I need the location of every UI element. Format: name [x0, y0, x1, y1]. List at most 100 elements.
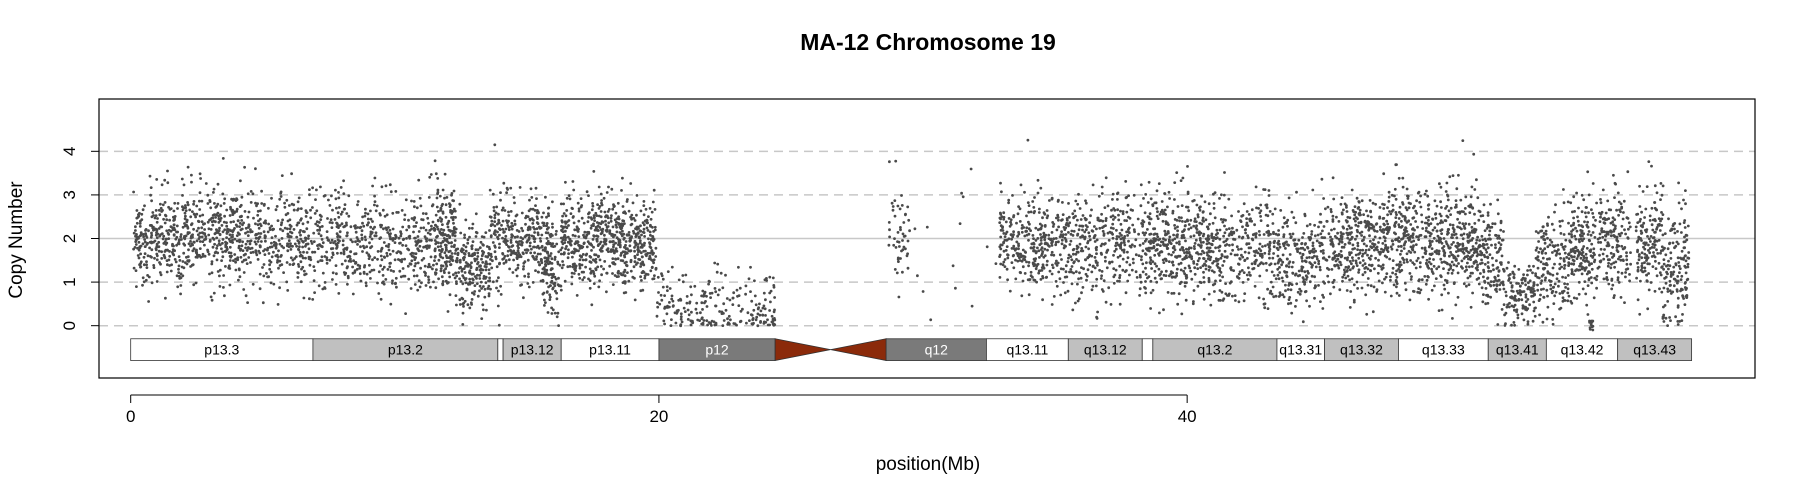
data-point: [479, 267, 483, 271]
data-point: [394, 281, 397, 285]
data-point: [489, 252, 493, 256]
data-point: [763, 307, 767, 311]
data-point: [1084, 228, 1088, 232]
data-point: [1067, 253, 1071, 257]
data-point: [551, 200, 554, 204]
data-point: [426, 231, 430, 235]
data-point: [1272, 241, 1276, 245]
data-point: [1117, 213, 1120, 217]
data-point: [1361, 264, 1365, 267]
data-point: [592, 282, 596, 285]
data-point: [450, 193, 453, 197]
data-point: [1168, 235, 1172, 239]
data-point: [244, 294, 248, 298]
data-point: [559, 236, 563, 240]
data-point: [1207, 280, 1211, 284]
data-point: [134, 225, 137, 229]
data-point: [1160, 208, 1164, 212]
data-point: [497, 221, 501, 225]
data-point: [269, 260, 273, 264]
data-point: [1231, 248, 1234, 252]
data-point: [493, 229, 497, 233]
data-point: [1317, 284, 1320, 287]
data-point: [1225, 255, 1229, 258]
data-point: [236, 258, 240, 262]
data-point: [153, 216, 157, 220]
data-point: [1246, 257, 1249, 260]
data-point: [665, 312, 669, 316]
data-point: [1081, 214, 1085, 217]
data-point: [1336, 257, 1340, 261]
data-point: [1322, 296, 1325, 299]
data-point: [1197, 243, 1200, 247]
data-point: [280, 221, 284, 225]
data-point: [1360, 286, 1364, 290]
data-point: [1068, 270, 1071, 274]
data-point: [1294, 305, 1297, 308]
data-point: [595, 226, 598, 230]
data-point: [597, 185, 601, 189]
data-point: [342, 252, 346, 256]
data-point: [1228, 243, 1231, 247]
data-point: [1033, 278, 1037, 282]
data-point: [1357, 252, 1360, 256]
data-point: [158, 213, 162, 217]
data-point: [735, 288, 739, 292]
data-point: [274, 254, 278, 258]
data-point: [588, 286, 592, 290]
data-point: [1196, 267, 1200, 270]
data-point: [532, 235, 535, 238]
data-point: [1206, 246, 1210, 250]
data-point: [163, 178, 167, 182]
data-point: [605, 191, 609, 194]
data-point: [470, 226, 474, 230]
data-point: [367, 221, 370, 225]
data-point: [521, 229, 525, 233]
data-point: [258, 222, 262, 226]
data-point: [905, 254, 909, 258]
data-point: [1075, 244, 1079, 248]
data-point: [888, 228, 891, 232]
data-point: [581, 253, 585, 256]
data-point: [162, 234, 166, 238]
data-point: [281, 218, 284, 222]
data-point: [1167, 190, 1171, 194]
data-point: [1213, 290, 1216, 293]
data-point: [143, 238, 147, 241]
data-point: [1039, 233, 1042, 236]
data-point: [256, 223, 260, 227]
data-point: [177, 264, 181, 268]
data-point: [686, 308, 690, 312]
data-point: [163, 201, 167, 204]
data-point: [1361, 252, 1365, 256]
data-point: [571, 255, 574, 259]
data-point: [660, 272, 663, 276]
data-point: [1153, 262, 1157, 266]
data-point: [280, 174, 284, 178]
data-point: [1148, 217, 1152, 221]
data-point: [611, 225, 615, 229]
data-point: [588, 242, 591, 245]
data-point: [1308, 280, 1312, 284]
data-point: [1331, 281, 1335, 284]
data-point: [351, 292, 355, 296]
data-point: [335, 247, 338, 250]
data-point: [359, 279, 363, 283]
data-point: [1382, 216, 1386, 220]
data-point: [528, 198, 531, 202]
data-point: [596, 265, 600, 269]
data-point: [517, 230, 521, 233]
data-point: [1381, 228, 1385, 231]
data-point: [182, 251, 186, 255]
data-point: [515, 240, 518, 244]
data-point: [201, 213, 205, 217]
data-point: [1230, 268, 1233, 272]
data-point: [1077, 297, 1081, 301]
data-point: [1313, 223, 1316, 227]
data-point: [299, 218, 302, 222]
data-point: [1012, 215, 1015, 219]
data-point: [260, 202, 264, 205]
data-point: [488, 247, 491, 251]
data-point: [1039, 278, 1043, 281]
data-point: [901, 248, 905, 252]
